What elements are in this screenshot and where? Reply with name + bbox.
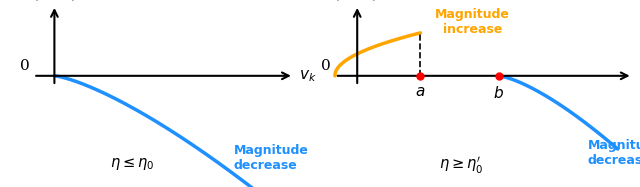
Text: 0: 0 — [20, 59, 29, 73]
Text: $v_k$: $v_k$ — [639, 68, 640, 84]
Text: $v_k$: $v_k$ — [300, 68, 317, 84]
Text: $a$: $a$ — [415, 85, 426, 99]
Text: $\eta \leq \eta_0$: $\eta \leq \eta_0$ — [109, 156, 154, 172]
Text: $\eta \geq \eta_0'$: $\eta \geq \eta_0'$ — [439, 155, 483, 176]
Text: 0: 0 — [321, 59, 331, 73]
Text: Magnitude
decrease: Magnitude decrease — [234, 144, 308, 172]
Text: $h(v_k, k)$: $h(v_k, k)$ — [324, 0, 378, 3]
Text: Magnitude
decrease: Magnitude decrease — [588, 139, 640, 167]
Text: Magnitude
increase: Magnitude increase — [435, 8, 510, 36]
Text: $b$: $b$ — [493, 85, 504, 101]
Text: $h(v_k, k)$: $h(v_k, k)$ — [23, 0, 77, 3]
